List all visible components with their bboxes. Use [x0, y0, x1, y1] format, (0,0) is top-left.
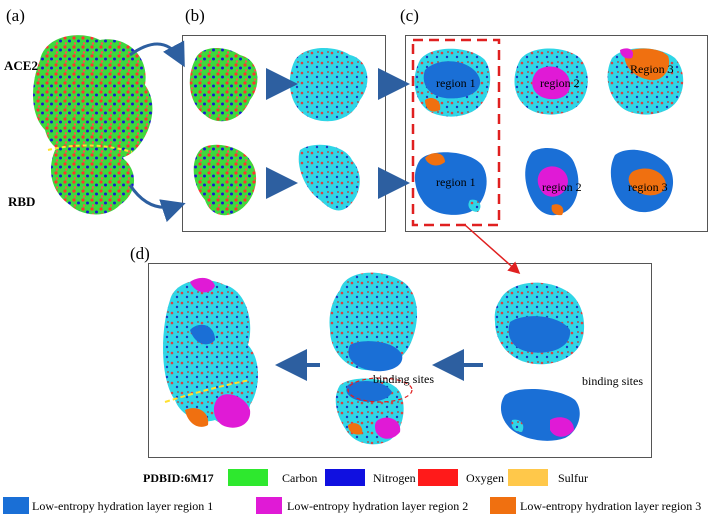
rbd-binding-surface-mid: [335, 378, 404, 445]
oxygen-swatch: [418, 469, 458, 486]
panel-a-letter: (a): [6, 6, 25, 25]
rbd-atom-surface: [193, 144, 257, 216]
rbd-region1-surface: [414, 152, 487, 215]
rbd-cyan-surface: [298, 144, 360, 211]
rbd-region3-surface: [610, 149, 674, 213]
carbon-label: Carbon: [282, 471, 318, 485]
ace2-label: ACE2: [4, 58, 38, 73]
carbon-swatch: [228, 469, 268, 486]
rbd-label: RBD: [8, 194, 36, 209]
pdbid-label: PDBID:6M17: [143, 471, 214, 485]
arrow-c-to-d: [464, 224, 521, 274]
region3-top-label: Region 3: [630, 62, 674, 76]
region1-legend-label: Low-entropy hydration layer region 1: [32, 499, 214, 513]
region1-bottom-label: region 1: [436, 175, 476, 189]
region2-swatch: [256, 497, 282, 514]
ace2-region3-surface: [607, 48, 684, 115]
sulfur-swatch: [508, 469, 548, 486]
region1-highlight-box: [411, 38, 501, 227]
region3-bottom-label: region 3: [628, 180, 668, 194]
binding-sites-right-label: binding sites: [582, 374, 644, 388]
panel-c-box: [405, 35, 708, 232]
ace2-region2-surface: [514, 48, 588, 115]
region3-legend-label: Low-entropy hydration layer region 3: [520, 499, 702, 513]
rbd-binding-surface-right: [500, 388, 580, 441]
region1-top-label: region 1: [436, 76, 476, 90]
region2-legend-label: Low-entropy hydration layer region 2: [287, 499, 469, 513]
nitrogen-label: Nitrogen: [373, 471, 416, 485]
sulfur-label: Sulfur: [558, 471, 588, 485]
oxygen-label: Oxygen: [466, 471, 504, 485]
panel-d-letter: (d): [130, 244, 150, 263]
region1-swatch: [3, 497, 29, 514]
rbd-region2-surface: [525, 148, 579, 216]
region3-swatch: [490, 497, 516, 514]
nitrogen-swatch: [325, 469, 365, 486]
region2-top-label: region 2: [540, 76, 580, 90]
ace2-atom-surface: [189, 48, 258, 122]
ace2-binding-surface-right: [494, 282, 585, 365]
panel-d-box: [148, 263, 652, 458]
complex-with-regions: [163, 277, 258, 428]
region2-bottom-label: region 2: [542, 180, 582, 194]
ace2-region1-surface: [414, 48, 491, 117]
binding-sites-mid-label: binding sites: [373, 372, 435, 386]
arrow-a-to-b-top: [129, 40, 185, 68]
ace2-rbd-complex: [33, 35, 153, 215]
binding-site-marker: [347, 377, 413, 403]
panel-b-box: [182, 35, 386, 232]
ace2-cyan-surface: [289, 48, 368, 122]
panel-c-letter: (c): [400, 6, 419, 25]
ace2-binding-surface-mid: [329, 272, 417, 372]
panel-b-letter: (b): [185, 6, 205, 25]
arrow-a-to-b-bottom: [128, 184, 186, 223]
